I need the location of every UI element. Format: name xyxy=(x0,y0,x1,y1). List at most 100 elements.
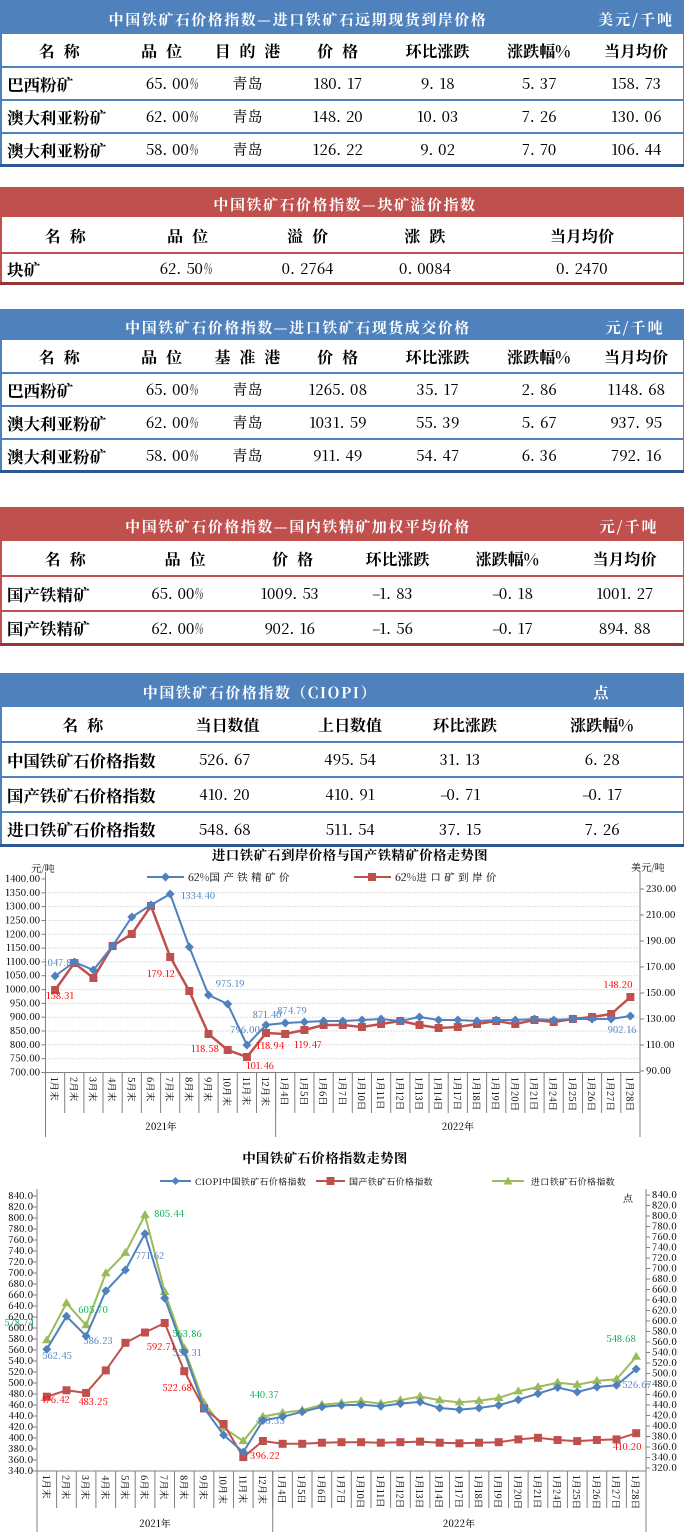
svg-text:2022年: 2022年 xyxy=(442,1118,474,1133)
svg-text:10月末: 10月末 xyxy=(221,1077,235,1106)
svg-text:179.12: 179.12 xyxy=(147,966,176,980)
svg-text:1月4日: 1月4日 xyxy=(276,1475,290,1504)
svg-text:871.40: 871.40 xyxy=(253,1007,282,1021)
svg-text:700.0: 700.0 xyxy=(652,1261,677,1275)
svg-text:740.0: 740.0 xyxy=(652,1240,677,1254)
svg-text:119.47: 119.47 xyxy=(294,1037,322,1051)
svg-text:1月7日: 1月7日 xyxy=(335,1475,349,1504)
svg-text:1月26日: 1月26日 xyxy=(590,1475,604,1509)
svg-text:2021年: 2021年 xyxy=(139,1515,170,1530)
svg-text:2022年: 2022年 xyxy=(443,1515,475,1530)
svg-text:118.94: 118.94 xyxy=(256,1038,285,1052)
svg-text:1000.00: 1000.00 xyxy=(5,982,40,996)
svg-text:6月末: 6月末 xyxy=(144,1077,158,1102)
svg-text:1月10日: 1月10日 xyxy=(354,1475,368,1508)
svg-text:480.0: 480.0 xyxy=(652,1376,677,1390)
svg-text:563.86: 563.86 xyxy=(172,1326,202,1340)
svg-text:1月6日: 1月6日 xyxy=(317,1077,331,1106)
svg-text:1月7日: 1月7日 xyxy=(336,1077,350,1106)
svg-text:1月21日: 1月21日 xyxy=(531,1475,545,1508)
svg-text:1047.89: 1047.89 xyxy=(43,955,77,969)
svg-text:600.0: 600.0 xyxy=(8,1320,33,1334)
svg-text:7月末: 7月末 xyxy=(158,1475,172,1500)
svg-text:1月17日: 1月17日 xyxy=(452,1475,466,1508)
svg-text:600.0: 600.0 xyxy=(652,1313,677,1327)
svg-text:11月末: 11月末 xyxy=(236,1475,250,1503)
svg-text:483.25: 483.25 xyxy=(78,1394,108,1408)
svg-text:3月末: 3月末 xyxy=(86,1077,100,1102)
svg-text:820.0: 820.0 xyxy=(652,1198,677,1212)
svg-text:320.0: 320.0 xyxy=(652,1460,677,1474)
svg-text:557.31: 557.31 xyxy=(173,1345,202,1359)
svg-text:760.0: 760.0 xyxy=(652,1229,677,1243)
svg-text:396.22: 396.22 xyxy=(250,1448,280,1462)
svg-text:620.0: 620.0 xyxy=(8,1309,33,1323)
svg-text:4月末: 4月末 xyxy=(99,1475,113,1500)
svg-text:1月10日: 1月10日 xyxy=(355,1077,369,1110)
svg-text:500.0: 500.0 xyxy=(652,1366,677,1380)
svg-text:605.70: 605.70 xyxy=(78,1302,108,1316)
svg-text:640.0: 640.0 xyxy=(8,1298,33,1312)
svg-text:国产铁矿石价格指数: 国产铁矿石价格指数 xyxy=(349,1175,433,1188)
svg-text:520.0: 520.0 xyxy=(652,1355,677,1369)
svg-text:230.00: 230.00 xyxy=(646,881,676,895)
svg-text:700.00: 700.00 xyxy=(10,1065,40,1079)
svg-text:360.0: 360.0 xyxy=(652,1439,677,1453)
svg-text:1月4日: 1月4日 xyxy=(278,1077,292,1106)
svg-text:150.00: 150.00 xyxy=(646,985,675,999)
svg-text:720.0: 720.0 xyxy=(8,1254,33,1268)
svg-text:4月末: 4月末 xyxy=(106,1077,120,1102)
svg-text:元/吨: 元/吨 xyxy=(31,860,55,875)
svg-text:110.00: 110.00 xyxy=(646,1037,674,1051)
svg-text:520.0: 520.0 xyxy=(8,1364,33,1378)
svg-text:460.0: 460.0 xyxy=(652,1387,677,1401)
svg-text:400.0: 400.0 xyxy=(652,1418,677,1432)
svg-text:440.0: 440.0 xyxy=(8,1408,33,1422)
svg-text:1月19日: 1月19日 xyxy=(492,1475,506,1508)
svg-text:526.67: 526.67 xyxy=(622,1377,652,1391)
svg-text:1月11日: 1月11日 xyxy=(374,1475,388,1507)
svg-text:540.0: 540.0 xyxy=(652,1345,677,1359)
svg-text:210.00: 210.00 xyxy=(646,907,675,921)
svg-text:902.16: 902.16 xyxy=(607,1022,637,1036)
svg-text:548.68: 548.68 xyxy=(606,1331,636,1345)
svg-text:158.31: 158.31 xyxy=(46,988,74,1002)
svg-text:975.19: 975.19 xyxy=(215,976,245,990)
svg-text:660.0: 660.0 xyxy=(652,1282,677,1296)
svg-text:1150.00: 1150.00 xyxy=(6,940,40,954)
svg-text:1100.00: 1100.00 xyxy=(6,954,40,968)
svg-text:760.0: 760.0 xyxy=(8,1232,33,1246)
svg-text:1月末: 1月末 xyxy=(40,1475,54,1499)
svg-text:1月20日: 1月20日 xyxy=(508,1077,522,1111)
svg-text:10月末: 10月末 xyxy=(217,1475,231,1504)
svg-text:796.00: 796.00 xyxy=(230,1022,260,1036)
svg-text:380.0: 380.0 xyxy=(8,1441,33,1455)
svg-text:190.00: 190.00 xyxy=(646,933,675,947)
svg-text:1月13日: 1月13日 xyxy=(413,1077,427,1110)
svg-text:562.45: 562.45 xyxy=(42,1348,72,1362)
svg-text:101.46: 101.46 xyxy=(246,1058,274,1072)
svg-text:522.68: 522.68 xyxy=(162,1380,192,1394)
svg-text:11月末: 11月末 xyxy=(240,1077,254,1105)
svg-text:12月末: 12月末 xyxy=(256,1475,270,1504)
svg-text:1月24日: 1月24日 xyxy=(551,1475,565,1509)
svg-text:90.00: 90.00 xyxy=(646,1063,671,1077)
svg-text:500.0: 500.0 xyxy=(8,1375,33,1389)
svg-text:62%国产铁精矿价: 62%国产铁精矿价 xyxy=(188,870,293,885)
svg-text:578.74: 578.74 xyxy=(4,1315,34,1329)
svg-text:118.58: 118.58 xyxy=(191,1041,219,1055)
svg-text:771.62: 771.62 xyxy=(136,1248,165,1262)
svg-text:592.71: 592.71 xyxy=(147,1339,176,1353)
svg-text:950.00: 950.00 xyxy=(10,995,40,1009)
svg-text:12月末: 12月末 xyxy=(259,1077,273,1106)
svg-text:中国铁矿石价格指数走势图: 中国铁矿石价格指数走势图 xyxy=(242,1147,408,1167)
svg-text:7月末: 7月末 xyxy=(163,1077,177,1102)
svg-text:720.0: 720.0 xyxy=(652,1250,677,1264)
svg-text:9月末: 9月末 xyxy=(197,1474,211,1500)
svg-text:9月末: 9月末 xyxy=(202,1076,216,1102)
svg-text:433.35: 433.35 xyxy=(255,1413,285,1427)
svg-text:1334.40: 1334.40 xyxy=(181,888,215,902)
svg-text:1月24日: 1月24日 xyxy=(547,1077,561,1111)
svg-text:2月末: 2月末 xyxy=(67,1077,81,1102)
svg-text:900.00: 900.00 xyxy=(10,1009,40,1023)
